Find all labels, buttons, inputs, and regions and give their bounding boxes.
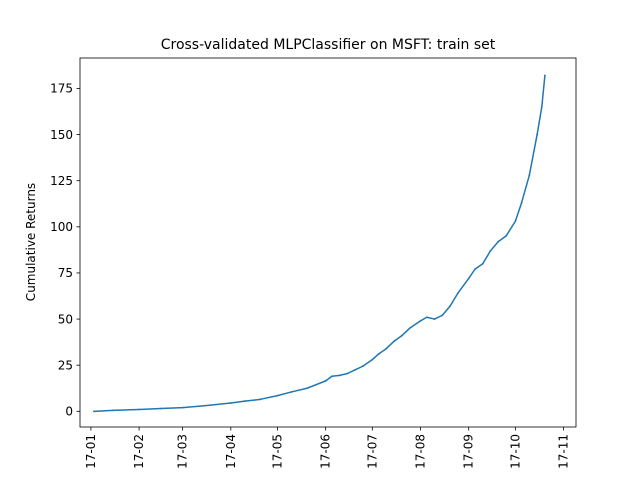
data-point (456, 292, 459, 295)
data-point (536, 133, 539, 136)
y-tick-label: 150 (50, 128, 73, 142)
data-point (505, 235, 507, 237)
data-point (433, 318, 436, 320)
data-point (489, 249, 492, 252)
x-tick-label: 17-01 (84, 434, 98, 469)
data-point (362, 365, 364, 368)
data-point (520, 201, 523, 204)
y-tick-label: 100 (50, 220, 73, 234)
data-point (497, 240, 500, 243)
data-point (544, 74, 546, 77)
data-point (354, 368, 357, 371)
data-point (259, 398, 262, 401)
data-point (514, 220, 517, 223)
x-tick-label: 17-05 (270, 434, 284, 469)
data-point (306, 387, 308, 390)
y-tick-label: 0 (65, 405, 73, 419)
x-tick-label: 17-09 (462, 434, 476, 469)
x-tick-label: 17-04 (224, 434, 238, 469)
x-tick-label: 17-10 (508, 434, 522, 469)
y-tick-label: 75 (58, 266, 73, 280)
data-point (330, 375, 333, 378)
y-axis-label: Cumulative Returns (24, 183, 38, 301)
x-tick-label: 17-06 (319, 434, 333, 469)
data-point (377, 353, 380, 356)
x-tick-label: 17-03 (176, 434, 190, 469)
data-point (338, 374, 341, 377)
data-point (138, 408, 140, 411)
data-point (408, 327, 411, 330)
data-point (467, 277, 470, 280)
data-point (181, 406, 184, 409)
data-point (324, 379, 327, 382)
data-point (425, 316, 428, 319)
data-point (276, 394, 279, 397)
data-point (93, 410, 95, 413)
y-tick-label: 25 (58, 358, 73, 372)
data-point (400, 334, 403, 337)
data-point (346, 372, 349, 375)
x-tick-label: 17-08 (414, 434, 428, 469)
data-point (111, 409, 114, 412)
data-point (474, 268, 476, 271)
data-point (393, 340, 395, 343)
ticks-layer: 0 25 50 75 100 125 150 175 17-01 17-02 17-03 17-04 1… (50, 82, 570, 469)
data-point (371, 358, 374, 361)
data-point (449, 305, 451, 308)
data-point (540, 105, 543, 108)
data-point (243, 400, 246, 403)
data-point (229, 402, 232, 404)
data-point (290, 391, 293, 393)
data-point (441, 314, 444, 317)
data-point (528, 174, 531, 177)
y-tick-label: 125 (50, 174, 73, 188)
x-tick-label: 17-07 (365, 434, 379, 469)
axes-frame (79, 57, 577, 428)
x-tick-label: 17-11 (557, 434, 571, 469)
data-point (203, 404, 206, 407)
series-line (93, 74, 546, 413)
plot-area (93, 74, 546, 413)
y-tick-label: 50 (58, 312, 73, 326)
data-point (159, 407, 162, 410)
data-point (385, 347, 388, 350)
y-tick-label: 175 (50, 82, 73, 96)
data-point (419, 320, 422, 322)
chart-title: Cross-validated MLPClassifier on MSFT: t… (161, 37, 496, 53)
data-point (481, 262, 484, 265)
x-tick-label: 17-02 (132, 434, 146, 469)
